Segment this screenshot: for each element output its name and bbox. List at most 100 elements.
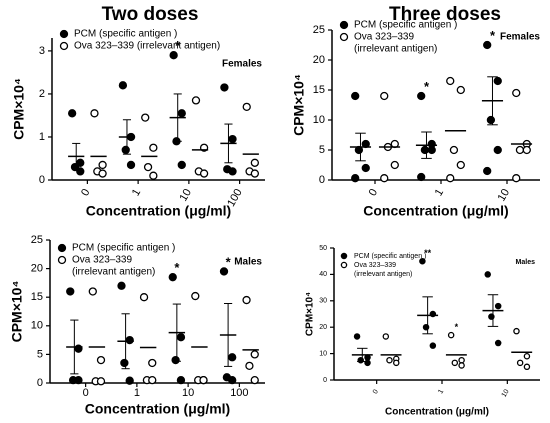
legend-label: PCM (specific antigen ) (354, 20, 457, 31)
data-point (493, 76, 502, 86)
y-tick-label: 0 (39, 174, 45, 186)
significance: * (455, 322, 459, 332)
data-point (456, 160, 465, 170)
panel-label: Males (516, 259, 536, 266)
data-point (380, 174, 389, 183)
data-point (515, 145, 525, 155)
data-point (417, 91, 426, 101)
data-point (483, 40, 492, 50)
x-tick-label: 10 (182, 387, 194, 399)
data-point (522, 145, 531, 155)
data-point (451, 359, 459, 367)
data-point (98, 160, 107, 170)
x-tick-label: 1 (134, 387, 140, 399)
data-point (118, 81, 128, 90)
y-axis-label: CPM×10⁴ (291, 74, 307, 136)
data-point (176, 375, 186, 385)
data-point (380, 91, 389, 101)
legend-label: Ova 323–339 (72, 255, 132, 266)
data-point (149, 143, 158, 152)
data-point (228, 353, 237, 362)
x-tick-label: 100 (230, 387, 248, 399)
data-point (361, 163, 370, 173)
data-point (90, 109, 99, 118)
data-point (364, 354, 371, 361)
legend-label: PCM (specific antigen ) (74, 29, 177, 40)
data-point (250, 350, 259, 359)
data-point (143, 162, 153, 172)
y-tick-label: 50 (319, 245, 327, 252)
significance: * (490, 28, 496, 43)
data-point (96, 377, 106, 386)
y-tick-label: 20 (319, 324, 327, 331)
data-point (149, 171, 158, 180)
y-tick-label: 0 (37, 377, 43, 389)
data-point (382, 333, 390, 340)
x-tick-label: 0 (83, 387, 89, 399)
data-point (117, 281, 126, 290)
x-tick-label: 1 (130, 187, 143, 198)
data-point (351, 91, 360, 101)
y-axis-label: CPM×10⁴ (305, 292, 316, 336)
y-tick-label: 3 (39, 45, 45, 57)
data-point (242, 102, 251, 111)
data-point (447, 331, 455, 339)
data-point (76, 158, 85, 167)
data-point (516, 359, 524, 367)
legend-label: Ova 323–339 (irrelevant antigen) (74, 41, 220, 52)
y-axis-label: CPM×10⁴ (9, 281, 25, 343)
x-tick-label: 10 (177, 187, 194, 204)
data-point (456, 85, 465, 95)
y-tick-label: 20 (31, 263, 43, 275)
legend-marker (59, 29, 69, 39)
legend-label: Ova 323–339 (354, 32, 414, 43)
data-point (139, 293, 149, 302)
data-point (494, 339, 502, 347)
y-tick-label: 10 (313, 114, 325, 126)
data-point (228, 375, 237, 385)
data-point (486, 115, 496, 125)
legend-marker (57, 243, 67, 253)
data-point (125, 335, 134, 345)
data-point (125, 376, 134, 385)
data-point (484, 271, 491, 278)
y-tick-label: 10 (31, 320, 43, 332)
data-point (177, 109, 186, 118)
panel-label: Males (234, 257, 262, 268)
y-tick-label: 20 (313, 54, 325, 66)
y-tick-label: 25 (313, 24, 325, 36)
data-point (176, 333, 186, 342)
y-tick-label: 0 (323, 377, 327, 384)
data-point (386, 356, 393, 364)
y-tick-label: 5 (37, 348, 43, 360)
data-point (483, 166, 492, 176)
data-point (177, 160, 186, 170)
legend-marker (339, 32, 349, 42)
data-point (245, 361, 254, 370)
data-point (250, 169, 260, 178)
legend-label: PCM (specific antigen ) (354, 253, 426, 260)
legend-label: (irrelevant antigen) (354, 44, 437, 55)
data-point (68, 109, 77, 118)
x-axis-label: Concentration (μg/ml) (363, 203, 508, 219)
legend-marker (57, 255, 67, 265)
legend-label: (irrelevant antigen) (354, 271, 412, 278)
panel-label: Females (222, 59, 262, 70)
x-tick-label: 10 (501, 388, 511, 398)
data-point (148, 375, 157, 385)
y-tick-label: 2 (39, 88, 45, 100)
panel-title: Two doses (102, 4, 199, 25)
data-point (141, 113, 150, 122)
x-tick-label: 0 (372, 388, 380, 395)
data-point (191, 291, 200, 301)
data-point (512, 88, 521, 98)
data-point (121, 145, 130, 155)
y-tick-label: 1 (39, 131, 45, 143)
x-tick-label: 0 (367, 187, 380, 198)
data-point (242, 295, 251, 305)
x-axis-label: Concentration (μg/ml) (385, 407, 489, 418)
x-tick-label: 1 (437, 388, 445, 395)
data-point (199, 169, 209, 178)
x-tick-label: 0 (79, 187, 92, 198)
data-point (120, 358, 129, 368)
